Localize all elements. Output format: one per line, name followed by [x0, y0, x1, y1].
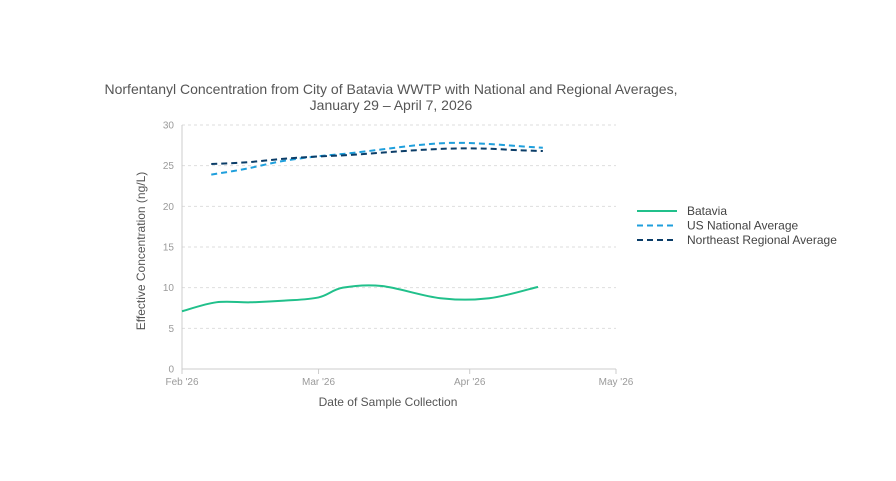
data-series	[181, 141, 543, 313]
series-line-northeast-regional-average[interactable]	[211, 147, 543, 166]
y-tick-label: 20	[163, 202, 175, 213]
y-tick-label: 5	[168, 324, 174, 335]
chart-title-line-2: January 29 – April 7, 2026	[310, 97, 473, 113]
series-line-us-national-average[interactable]	[211, 141, 543, 176]
series-line-batavia[interactable]	[181, 284, 539, 313]
gridlines	[182, 124, 616, 329]
chart-title-line-1: Norfentanyl Concentration from City of B…	[105, 81, 678, 97]
x-tick-label: Apr '26	[454, 377, 486, 388]
y-tick-label: 0	[168, 365, 174, 376]
y-tick-label: 25	[163, 161, 175, 172]
x-tick-label: Feb '26	[165, 377, 198, 388]
legend-label: Batavia	[687, 204, 727, 218]
x-tick-label: May '26	[599, 377, 634, 388]
x-axis-label: Date of Sample Collection	[319, 395, 458, 409]
legend-item-us-national-average[interactable]: US National Average	[637, 219, 799, 233]
x-tick-label: Mar '26	[302, 377, 335, 388]
x-axis-ticks: Feb '26 Mar '26 Apr '26 May '26	[165, 369, 634, 388]
axes	[181, 125, 616, 370]
y-tick-label: 10	[163, 283, 175, 294]
y-axis-label: Effective Concentration (ng/L)	[134, 172, 148, 331]
legend-label: Northeast Regional Average	[687, 233, 837, 247]
y-tick-label: 15	[163, 243, 175, 254]
legend-item-batavia[interactable]: Batavia	[637, 204, 727, 218]
legend-label: US National Average	[687, 219, 799, 233]
y-tick-label: 30	[163, 121, 175, 132]
y-axis-ticks: 0 5 10 15 20 25 30	[163, 121, 175, 376]
legend-item-northeast-regional-average[interactable]: Northeast Regional Average	[637, 233, 837, 247]
